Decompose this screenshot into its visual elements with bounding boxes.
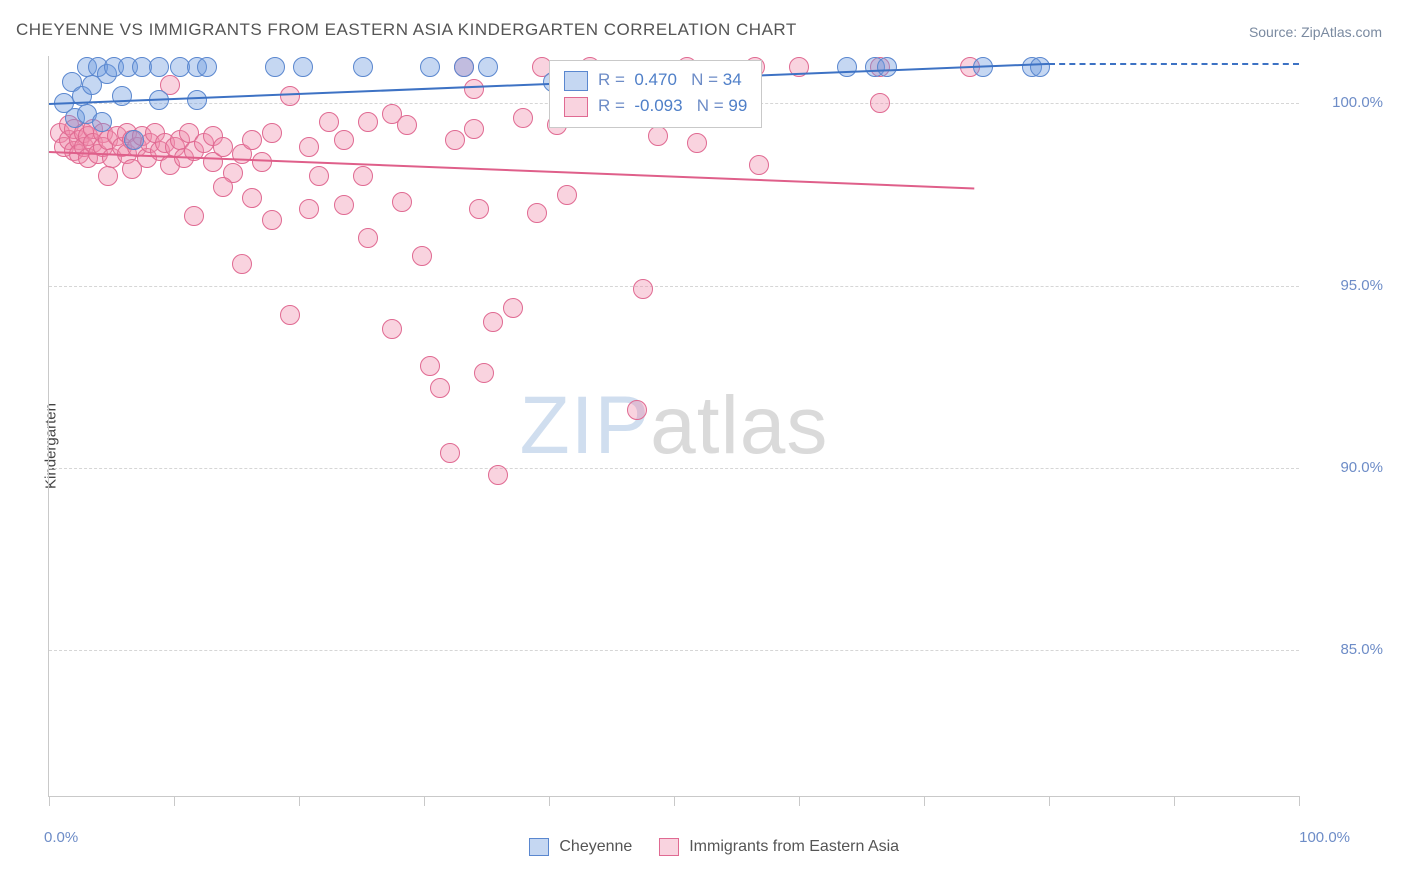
x-tick [299,796,300,806]
y-tick-label: 95.0% [1340,277,1383,294]
scatter-point-immigrants [488,465,508,485]
scatter-point-cheyenne [478,57,498,77]
stats-swatch [564,71,588,91]
watermark: ZIPatlas [520,379,829,473]
watermark-zip: ZIP [520,380,651,471]
scatter-point-immigrants [213,177,233,197]
stats-box: R = 0.470 N = 34 R = -0.093 N = 99 [549,60,762,128]
scatter-point-immigrants [440,443,460,463]
scatter-point-immigrants [557,185,577,205]
y-tick-label: 100.0% [1332,94,1383,111]
x-tick [1174,796,1175,806]
x-tick [49,796,50,806]
scatter-point-immigrants [483,312,503,332]
scatter-point-cheyenne [353,57,373,77]
watermark-atlas: atlas [650,380,828,471]
scatter-point-immigrants [358,228,378,248]
gridline [49,468,1299,469]
legend-label-cheyenne: Cheyenne [559,838,632,855]
legend-swatch-cheyenne [529,838,549,856]
scatter-point-cheyenne [124,130,144,150]
scatter-point-immigrants [513,108,533,128]
scatter-point-immigrants [420,356,440,376]
stats-row: R = -0.093 N = 99 [564,93,747,119]
scatter-point-immigrants [358,112,378,132]
scatter-point-immigrants [242,188,262,208]
scatter-point-immigrants [252,152,272,172]
scatter-point-immigrants [397,115,417,135]
scatter-point-immigrants [503,298,523,318]
chart-title: CHEYENNE VS IMMIGRANTS FROM EASTERN ASIA… [16,20,797,40]
scatter-point-immigrants [242,130,262,150]
scatter-point-immigrants [262,123,282,143]
trend-line-dash [1049,63,1299,65]
scatter-point-immigrants [392,192,412,212]
scatter-point-immigrants [299,199,319,219]
scatter-point-immigrants [749,155,769,175]
scatter-point-immigrants [262,210,282,230]
plot-area: ZIPatlas 100.0%95.0%90.0%85.0%R = 0.470 … [48,56,1299,797]
scatter-point-immigrants [412,246,432,266]
scatter-point-immigrants [334,195,354,215]
scatter-point-immigrants [382,319,402,339]
x-tick [674,796,675,806]
scatter-point-cheyenne [837,57,857,77]
scatter-point-immigrants [474,363,494,383]
scatter-point-immigrants [445,130,465,150]
x-tick [424,796,425,806]
scatter-point-immigrants [280,86,300,106]
x-tick [1299,796,1300,806]
stats-text: R = 0.470 N = 34 [598,70,742,89]
gridline [49,650,1299,651]
scatter-point-cheyenne [92,112,112,132]
x-tick [549,796,550,806]
scatter-point-immigrants [464,119,484,139]
scatter-point-immigrants [633,279,653,299]
scatter-point-cheyenne [149,57,169,77]
y-tick-label: 90.0% [1340,459,1383,476]
scatter-point-immigrants [430,378,450,398]
legend-bottom: Cheyenne Immigrants from Eastern Asia [0,838,1406,856]
scatter-point-immigrants [213,137,233,157]
scatter-point-immigrants [309,166,329,186]
gridline [49,286,1299,287]
legend-label-immigrants: Immigrants from Eastern Asia [689,838,899,855]
scatter-point-immigrants [870,93,890,113]
scatter-point-cheyenne [293,57,313,77]
scatter-point-immigrants [527,203,547,223]
scatter-point-cheyenne [197,57,217,77]
scatter-point-immigrants [464,79,484,99]
scatter-point-immigrants [353,166,373,186]
scatter-point-immigrants [687,133,707,153]
source-label: Source: ZipAtlas.com [1249,24,1382,40]
scatter-point-cheyenne [454,57,474,77]
scatter-point-immigrants [232,254,252,274]
scatter-point-immigrants [627,400,647,420]
scatter-point-cheyenne [1030,57,1050,77]
scatter-point-immigrants [334,130,354,150]
scatter-point-cheyenne [187,90,207,110]
scatter-point-immigrants [469,199,489,219]
scatter-point-immigrants [319,112,339,132]
scatter-point-cheyenne [877,57,897,77]
stats-swatch [564,97,588,117]
scatter-point-cheyenne [112,86,132,106]
scatter-point-cheyenne [265,57,285,77]
scatter-point-immigrants [648,126,668,146]
scatter-point-immigrants [98,166,118,186]
x-tick [1049,796,1050,806]
scatter-point-cheyenne [420,57,440,77]
x-tick [174,796,175,806]
trend-line [49,151,974,189]
scatter-point-immigrants [280,305,300,325]
x-tick [924,796,925,806]
scatter-point-immigrants [299,137,319,157]
scatter-point-immigrants [184,206,204,226]
stats-text: R = -0.093 N = 99 [598,96,747,115]
x-tick [799,796,800,806]
y-tick-label: 85.0% [1340,641,1383,658]
stats-row: R = 0.470 N = 34 [564,67,747,93]
legend-swatch-immigrants [659,838,679,856]
